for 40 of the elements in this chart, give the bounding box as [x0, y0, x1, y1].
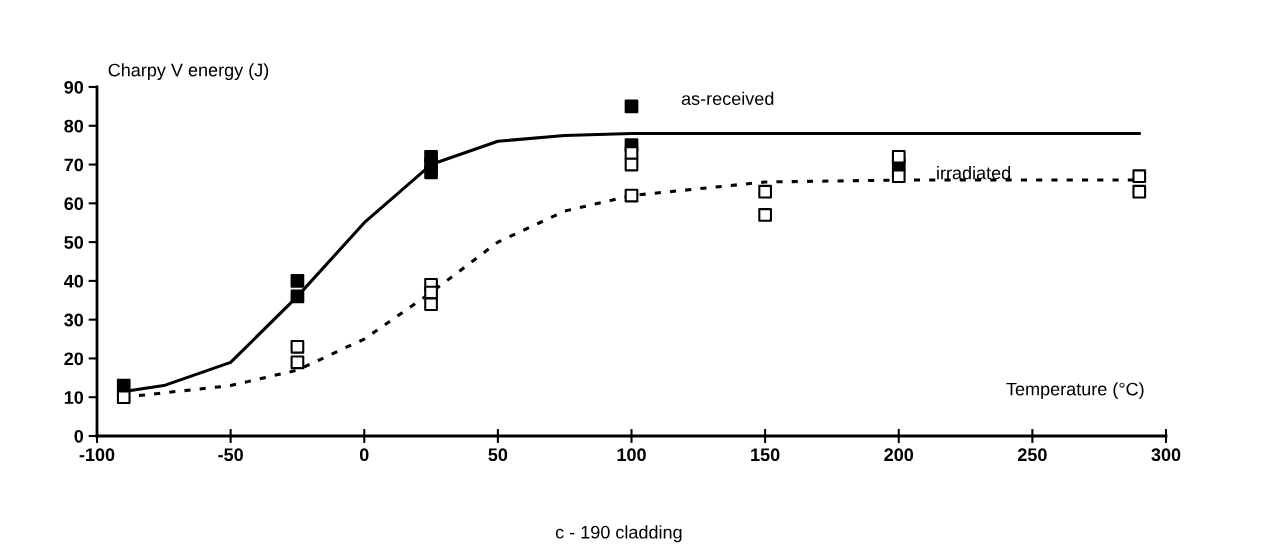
y-tick-label: 10 — [64, 391, 84, 404]
x-tick-label: 50 — [488, 448, 508, 462]
x-axis-title: Temperature (°C) — [1006, 382, 1144, 400]
point — [116, 390, 131, 405]
y-axis-title: Charpy V energy (J) — [108, 63, 269, 81]
x-tick-label: 200 — [884, 448, 914, 462]
y-tick-label: 60 — [64, 197, 84, 211]
x-tick-label: -50 — [218, 448, 243, 462]
series-label: irradiated — [937, 166, 1011, 180]
x-tick-label: 250 — [1017, 448, 1047, 462]
text: c - 190 cladding — [555, 525, 682, 543]
x-tick-label: 300 — [1151, 448, 1181, 462]
x-tick-label: 0 — [359, 448, 369, 462]
y-tick-label: 20 — [64, 352, 84, 366]
point — [290, 339, 305, 354]
y-tick-label: 0 — [74, 429, 84, 443]
point — [290, 355, 305, 370]
y-tick-label: 50 — [64, 236, 84, 249]
x-tick-label: 150 — [751, 448, 780, 462]
point — [1132, 184, 1147, 199]
point — [624, 99, 639, 114]
y-tick-label: 30 — [64, 313, 84, 327]
point — [424, 297, 438, 312]
point — [424, 165, 438, 180]
point — [624, 157, 639, 172]
point — [891, 149, 906, 164]
point — [624, 188, 639, 203]
point — [891, 169, 906, 184]
y-tick-label: 80 — [64, 119, 84, 133]
point — [758, 184, 772, 199]
point — [290, 274, 305, 288]
x-tick-label: 100 — [617, 448, 646, 462]
point — [290, 289, 305, 304]
y-tick-label: 70 — [64, 158, 84, 172]
series-label: as-received — [681, 91, 774, 106]
point — [1132, 169, 1147, 184]
x-tick-label: -100 — [79, 448, 115, 462]
y-tick-label: 90 — [64, 80, 84, 94]
y-tick-label: 40 — [64, 274, 84, 288]
point — [758, 208, 772, 222]
